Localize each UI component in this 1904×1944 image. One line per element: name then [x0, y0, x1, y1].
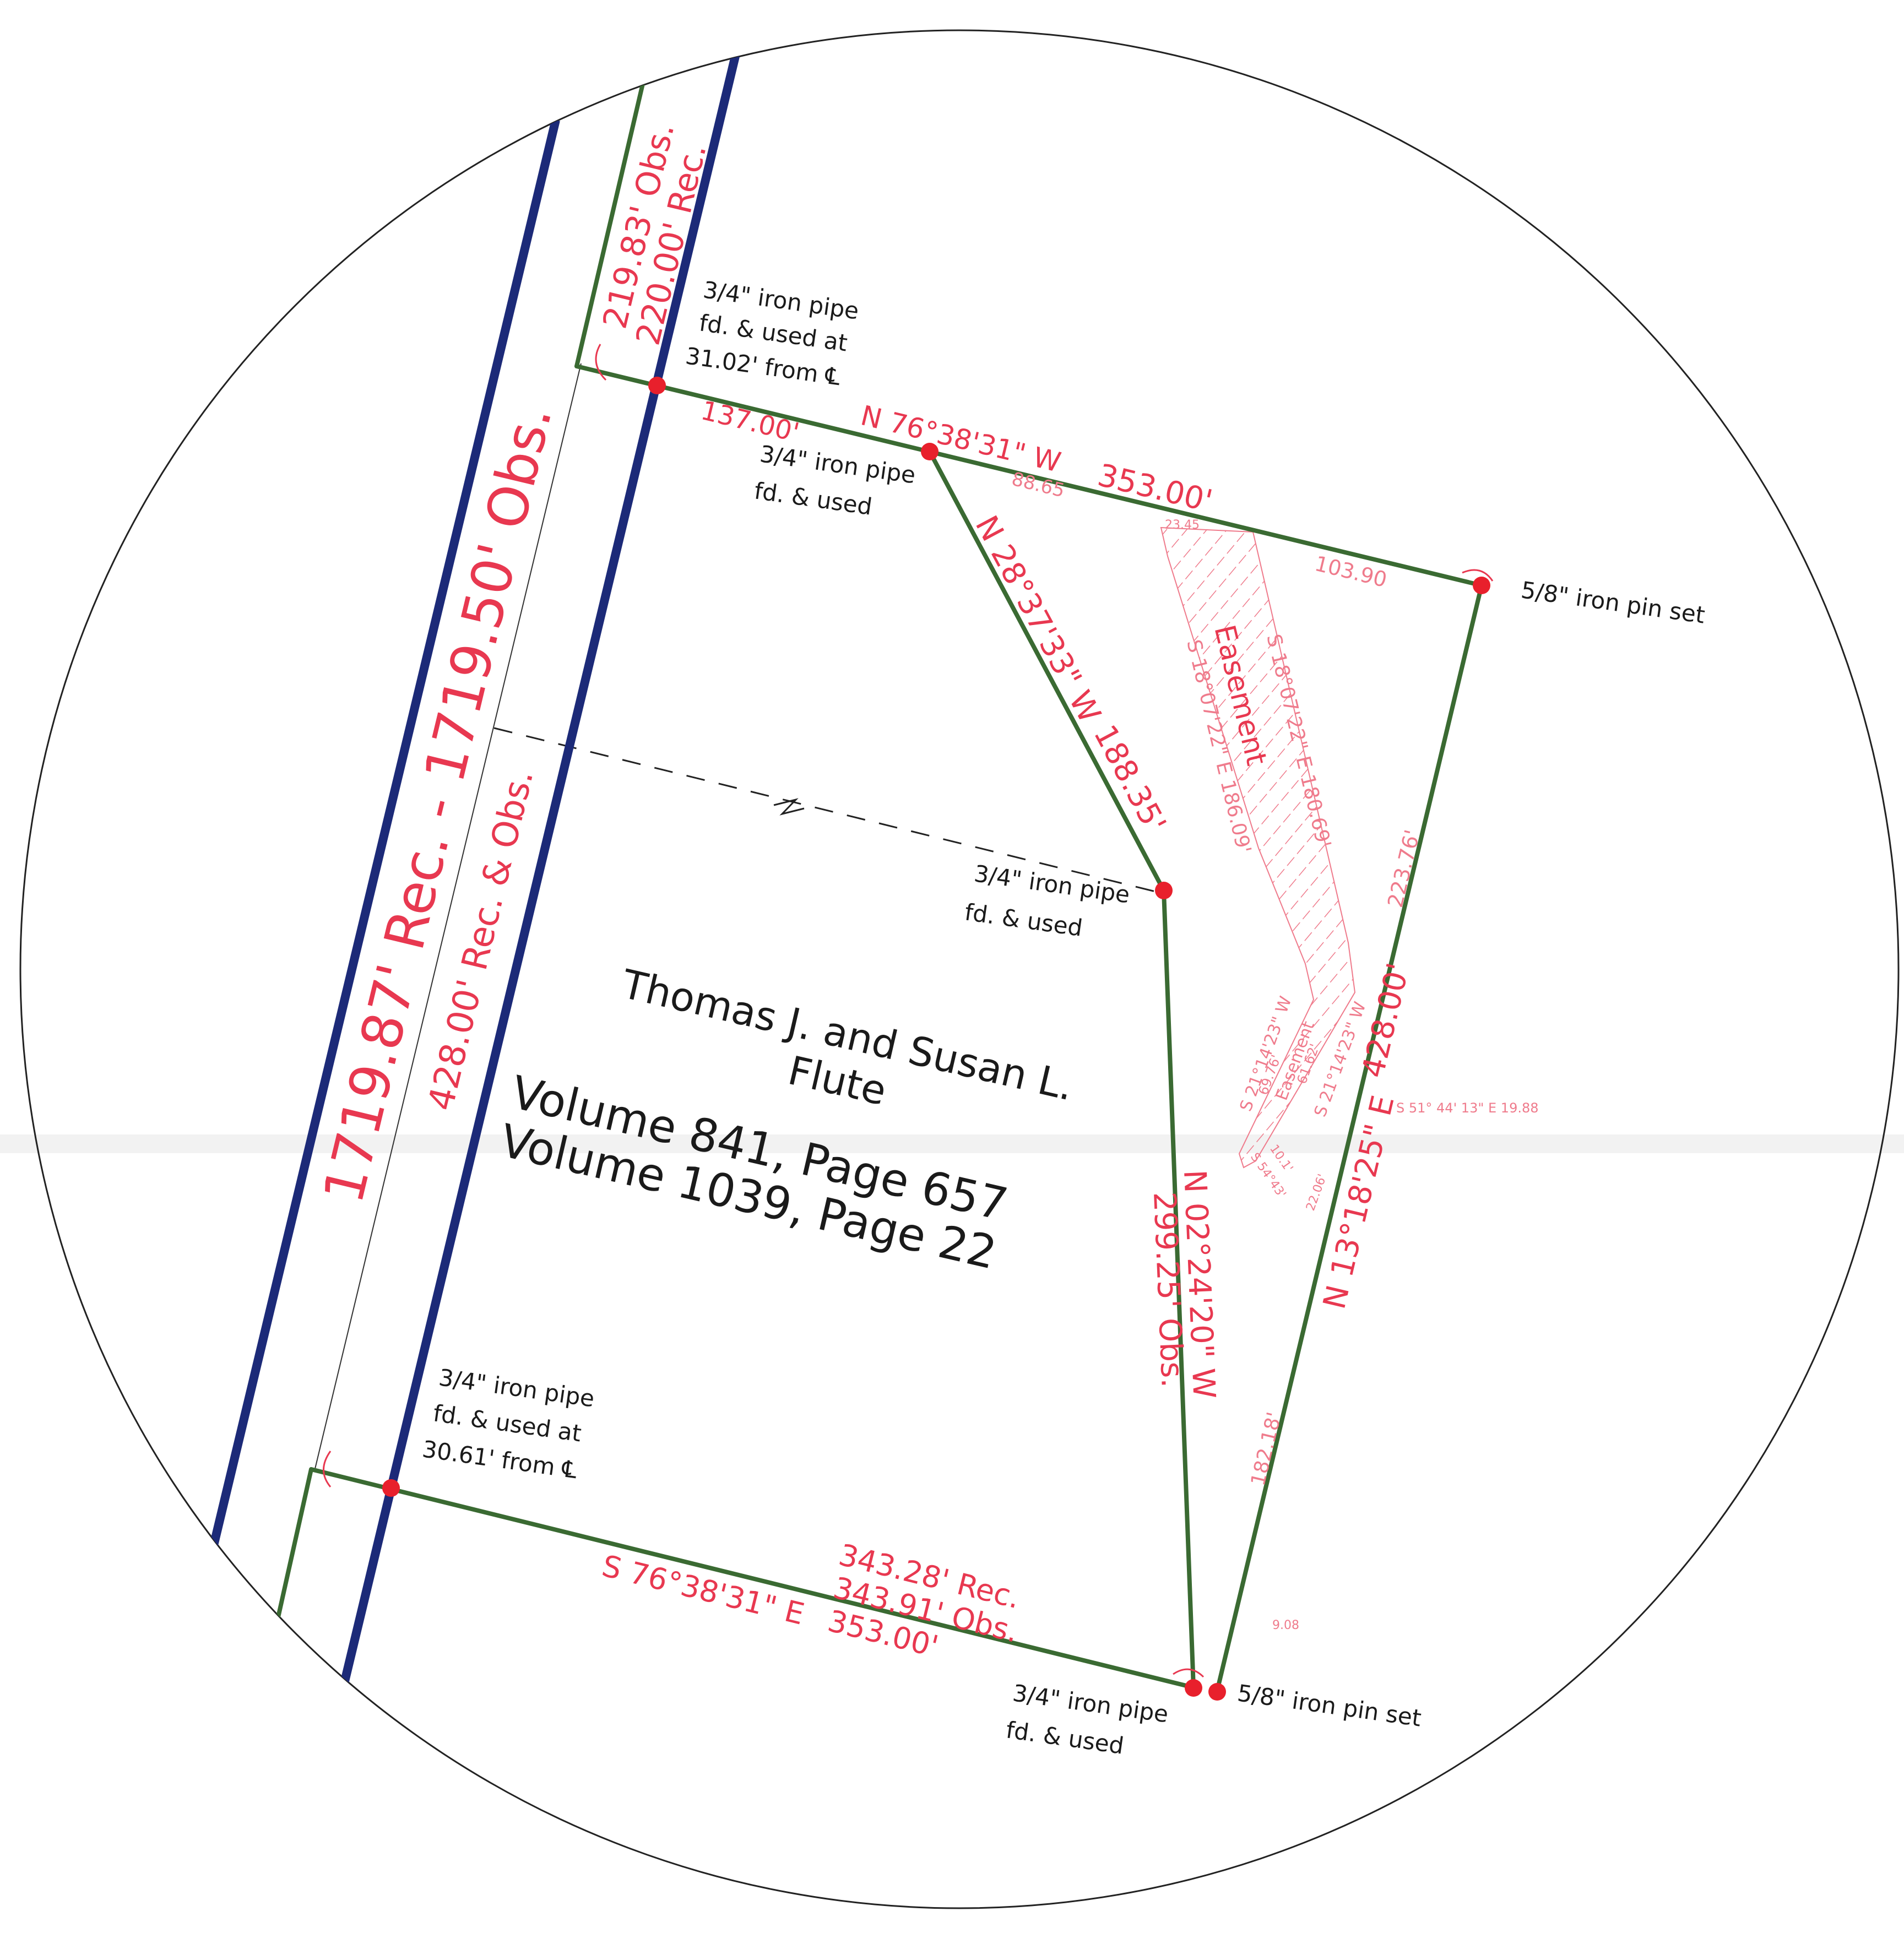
break-symbol [773, 798, 805, 816]
boundary-north-frontage [574, 79, 645, 368]
easement-lower-s1-dist: 22.06' [1304, 1172, 1330, 1213]
boundary-south-line [309, 1467, 1197, 1690]
east-bearing: N 13°18'25" E [1316, 1092, 1401, 1312]
corner-arc-sw [323, 1451, 332, 1487]
tie-bearing-label: S 51° 44' 13" E 19.88 [1396, 1100, 1539, 1116]
road-offset-line [314, 363, 582, 1469]
diagonal-bearing: N 28°37'33" W [968, 510, 1108, 729]
easement-hatch [1160, 526, 1356, 1169]
frame-circle [19, 29, 1900, 1909]
north-dist-353: 353.00' [1094, 457, 1216, 519]
mid-pipe-line2: fd. & used [753, 477, 874, 520]
monument-center-pipe [1155, 882, 1173, 899]
corner-arc-ne [1462, 569, 1494, 582]
center-pipe-line2: fd. & used [963, 898, 1084, 941]
north-dist-137: 137.00' [698, 395, 802, 448]
corner-arc-se [1173, 1668, 1205, 1678]
se-pin-label: 5/8" iron pin set [1236, 1679, 1423, 1731]
easement-top-small: 23.45 [1165, 518, 1200, 532]
boundary-inner-line [1162, 888, 1196, 1690]
boundary-north-line [574, 364, 1484, 588]
monument-top-pipe [648, 377, 666, 394]
corner-arc-nw [595, 344, 607, 381]
monument-mid-pipe [921, 443, 939, 460]
road-east-line [339, 53, 740, 1689]
boundary-east-line [1215, 583, 1484, 1693]
boundary-diagonal [927, 449, 1166, 893]
center-pipe-line1: 3/4" iron pipe [973, 860, 1132, 908]
road-west-line [209, 119, 560, 1549]
inner-distance: 299.25' Obs. [1146, 1191, 1190, 1388]
monument-bottom-pipe [382, 1479, 400, 1497]
tie-line-dashed [493, 727, 1163, 894]
east-sub-223-76: 223.76' [1383, 827, 1425, 910]
south-bearing: S 76°38'31" E [599, 1548, 808, 1631]
boundary-south-frontage [274, 1467, 313, 1627]
north-sub-103-90: 103.90 [1312, 551, 1390, 592]
tie-small-label: 9.08 [1272, 1619, 1299, 1632]
paper-fold-seam [0, 1134, 1904, 1153]
monument-se-pin [1208, 1683, 1226, 1701]
ne-pin-label: 5/8" iron pin set [1520, 576, 1707, 628]
monument-se-pipe [1185, 1679, 1202, 1697]
se-pipe-line2: fd. & used [1005, 1716, 1126, 1759]
monument-ne-pin [1473, 577, 1490, 594]
east-sub-182-18: 182.18' [1247, 1410, 1286, 1488]
diagonal-distance: 188.35' [1087, 719, 1173, 839]
